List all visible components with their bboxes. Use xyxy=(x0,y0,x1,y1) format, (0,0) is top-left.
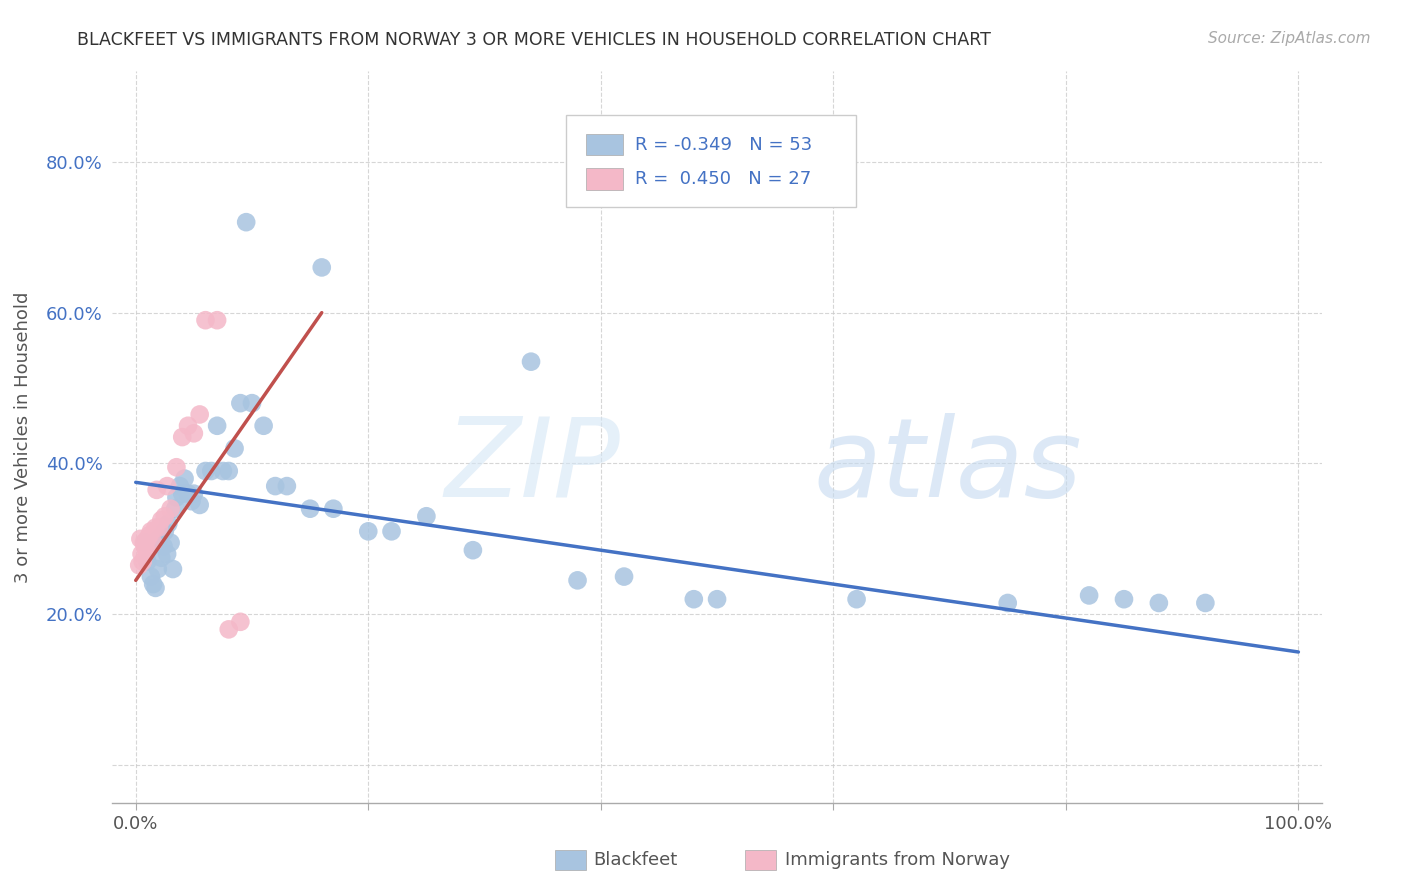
Text: Source: ZipAtlas.com: Source: ZipAtlas.com xyxy=(1208,31,1371,46)
Point xyxy=(148,532,170,546)
Point xyxy=(177,418,200,433)
Point xyxy=(173,471,195,485)
Point xyxy=(153,524,176,539)
Point xyxy=(200,464,222,478)
Point xyxy=(132,554,153,568)
Point xyxy=(136,554,159,568)
Point xyxy=(183,486,205,500)
Point xyxy=(188,498,211,512)
Point xyxy=(177,486,200,500)
Point xyxy=(142,535,165,549)
Point xyxy=(139,569,162,583)
Point xyxy=(1147,596,1170,610)
Point xyxy=(152,540,174,554)
Point xyxy=(138,528,160,542)
Point xyxy=(153,509,176,524)
Point xyxy=(183,426,205,441)
Point xyxy=(148,520,170,534)
Point xyxy=(145,520,167,534)
Point xyxy=(845,592,868,607)
Point xyxy=(997,596,1019,610)
Point xyxy=(165,491,187,505)
Point xyxy=(706,592,728,607)
Text: Blackfeet: Blackfeet xyxy=(593,851,678,869)
Point xyxy=(132,535,155,549)
Point xyxy=(156,479,179,493)
Point xyxy=(682,592,704,607)
Point xyxy=(415,509,437,524)
Point xyxy=(172,430,194,444)
Point xyxy=(159,535,181,549)
FancyBboxPatch shape xyxy=(586,168,623,190)
Point xyxy=(322,501,344,516)
Point xyxy=(229,615,252,629)
Point xyxy=(194,313,217,327)
Point xyxy=(218,623,240,637)
Point xyxy=(139,524,162,539)
Point xyxy=(1112,592,1135,607)
Point xyxy=(1194,596,1216,610)
Point xyxy=(169,479,191,493)
Point xyxy=(156,547,179,561)
Point xyxy=(205,313,228,327)
Point xyxy=(218,464,240,478)
Point xyxy=(235,215,257,229)
Point xyxy=(165,501,187,516)
Point xyxy=(136,532,159,546)
Point xyxy=(188,408,211,422)
Point xyxy=(162,562,184,576)
Point xyxy=(128,558,150,573)
Point xyxy=(150,513,173,527)
Point xyxy=(1078,589,1101,603)
Point xyxy=(567,574,589,588)
Point xyxy=(299,501,322,516)
Point xyxy=(229,396,252,410)
Text: R =  0.450   N = 27: R = 0.450 N = 27 xyxy=(636,169,811,188)
Point xyxy=(311,260,333,275)
Point xyxy=(165,460,187,475)
Point xyxy=(135,543,157,558)
Point xyxy=(276,479,298,493)
Point xyxy=(145,581,167,595)
Point xyxy=(142,577,165,591)
Point xyxy=(146,562,169,576)
Point xyxy=(252,418,274,433)
Text: R = -0.349   N = 53: R = -0.349 N = 53 xyxy=(636,136,813,153)
Point xyxy=(194,464,217,478)
Point xyxy=(150,550,173,565)
Point xyxy=(172,486,194,500)
Point xyxy=(212,464,235,478)
Text: BLACKFEET VS IMMIGRANTS FROM NORWAY 3 OR MORE VEHICLES IN HOUSEHOLD CORRELATION : BLACKFEET VS IMMIGRANTS FROM NORWAY 3 OR… xyxy=(77,31,991,49)
Point xyxy=(205,418,228,433)
Point xyxy=(134,540,156,554)
Point xyxy=(129,532,152,546)
Point xyxy=(134,535,156,549)
Text: ZIP: ZIP xyxy=(444,413,620,520)
Point xyxy=(145,483,167,497)
Point xyxy=(613,569,636,583)
Text: atlas: atlas xyxy=(814,413,1083,520)
Point xyxy=(131,547,153,561)
Point xyxy=(264,479,287,493)
Point xyxy=(380,524,402,539)
Text: Immigrants from Norway: Immigrants from Norway xyxy=(785,851,1010,869)
Point xyxy=(357,524,380,539)
Point xyxy=(159,501,181,516)
FancyBboxPatch shape xyxy=(565,115,856,207)
Point xyxy=(520,354,543,368)
Y-axis label: 3 or more Vehicles in Household: 3 or more Vehicles in Household xyxy=(14,292,32,582)
FancyBboxPatch shape xyxy=(586,134,623,155)
Point xyxy=(157,516,180,531)
Point xyxy=(180,494,202,508)
Point xyxy=(224,442,246,456)
Point xyxy=(461,543,484,558)
Point xyxy=(240,396,263,410)
